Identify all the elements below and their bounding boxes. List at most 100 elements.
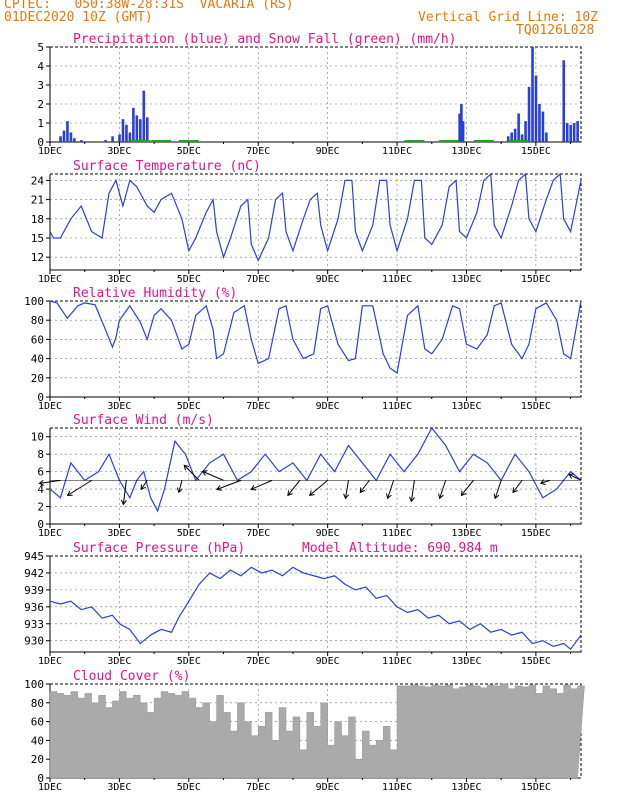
cloud-xtick-label: 1DEC: [38, 782, 62, 793]
cloud-xtick-label: 5DEC: [177, 782, 201, 793]
temp-xtick-label: 9DEC: [316, 274, 340, 285]
wind-vector: [387, 480, 395, 499]
precip-bar: [534, 75, 538, 142]
wind-arrowhead: [183, 464, 190, 471]
cloud-cover-area: [49, 683, 585, 779]
snow-mark: [151, 140, 172, 142]
temp-xtick-label: 1DEC: [38, 274, 62, 285]
snow-mark: [439, 140, 460, 142]
wind-vector: [202, 470, 224, 481]
cloud-ytick-label: 60: [31, 716, 44, 729]
wind-vector: [344, 480, 349, 499]
cloud-ytick-label: 40: [31, 734, 44, 747]
wind-frame: [49, 427, 582, 525]
rh-frame: [49, 300, 582, 398]
rh-xtick-label: 3DEC: [107, 401, 131, 412]
rh-xtick-label: 9DEC: [316, 401, 340, 412]
precip-xtick-label: 11DEC: [382, 146, 412, 157]
temp-ytick-label: 12: [31, 251, 44, 264]
wind-arrowhead: [201, 470, 208, 476]
pressure-xtick-label: 5DEC: [177, 656, 201, 667]
rh-xtick-label: 5DEC: [177, 401, 201, 412]
precip-ytick-label: 3: [37, 79, 44, 92]
precip-bar: [121, 119, 125, 142]
temp-xtick-label: 7DEC: [246, 274, 270, 285]
precip-bar: [531, 47, 534, 142]
wind-arrowhead: [140, 484, 146, 491]
rh-ytick-label: 60: [31, 333, 44, 346]
wind-vector: [178, 480, 183, 493]
precip-bar: [104, 140, 107, 142]
precip-bar: [73, 138, 76, 142]
pressure-xtick-label: 11DEC: [382, 656, 412, 667]
grid-note: Vertical Grid Line: 10Z: [418, 10, 599, 25]
wind-title: Surface Wind (m/s): [73, 413, 214, 428]
wind-xtick-label: 11DEC: [382, 528, 412, 539]
precip-xtick-label: 5DEC: [177, 146, 201, 157]
cloud-ytick-label: 0: [37, 772, 44, 785]
wind-ytick-label: 6: [37, 466, 44, 479]
snow-mark: [508, 140, 529, 142]
temp-panel: [46, 172, 582, 274]
precip-bar: [517, 113, 520, 142]
pressure-panel: [46, 555, 582, 656]
precip-ytick-label: 5: [37, 41, 44, 54]
precip-bar: [142, 90, 146, 142]
wind-ytick-label: 2: [37, 501, 44, 514]
cloud-ytick-label: 20: [31, 753, 44, 766]
temp-xtick-label: 15DEC: [521, 274, 551, 285]
pressure-ytick-label: 945: [24, 550, 44, 563]
pressure-ytick-label: 930: [24, 635, 44, 648]
wind-arrowhead: [539, 479, 546, 485]
snow-mark: [130, 140, 151, 142]
precip-bar: [80, 140, 83, 142]
rh-ytick-label: 0: [37, 391, 44, 404]
wind-arrowhead: [343, 493, 350, 500]
precip-bar: [66, 121, 69, 142]
temp-xtick-label: 11DEC: [382, 274, 412, 285]
model-code: TQ0126L028: [516, 23, 595, 38]
precip-bar: [62, 130, 66, 142]
wind-vector: [216, 479, 242, 490]
temp-frame: [49, 173, 582, 271]
precip-xtick-label: 1DEC: [38, 146, 62, 157]
cloud-xtick-label: 7DEC: [246, 782, 270, 793]
wind-ytick-label: 0: [37, 518, 44, 531]
pressure-frame: [49, 555, 582, 653]
precip-bar: [59, 136, 62, 142]
temp-ytick-label: 24: [31, 174, 45, 187]
rh-xtick-label: 1DEC: [38, 401, 62, 412]
wind-arrowhead: [120, 499, 127, 506]
wind-vector: [67, 479, 92, 496]
precip-bar: [145, 117, 149, 142]
wind-xtick-label: 5DEC: [177, 528, 201, 539]
wind-arrowhead: [409, 496, 415, 503]
precip-bar: [572, 123, 576, 142]
wind-arrowhead: [215, 485, 222, 491]
precip-bar: [510, 132, 513, 142]
wind-xtick-label: 7DEC: [246, 528, 270, 539]
cloud-panel: [46, 683, 585, 782]
temp-ytick-label: 15: [31, 232, 44, 245]
precip-bar: [460, 104, 463, 142]
snow-mark: [473, 140, 494, 142]
temp-line: [49, 172, 582, 262]
temp-ytick-label: 18: [31, 213, 44, 226]
pressure-title: Surface Pressure (hPa): [73, 541, 245, 556]
wind-arrowhead: [438, 493, 444, 500]
precip-bar: [458, 113, 461, 142]
precip-bar: [538, 104, 541, 142]
station-header: CPTEC: 050:38W-28:31S VACARIA (RS): [4, 0, 294, 12]
precip-xtick-label: 13DEC: [451, 146, 481, 157]
rh-line: [49, 300, 582, 375]
wind-vector: [250, 479, 273, 490]
precip-bar: [118, 134, 121, 142]
rh-ytick-label: 80: [31, 314, 44, 327]
precip-bar: [69, 132, 73, 142]
rh-xtick-label: 13DEC: [451, 401, 481, 412]
temp-xtick-label: 5DEC: [177, 274, 201, 285]
rh-xtick-label: 11DEC: [382, 401, 412, 412]
pressure-ytick-label: 933: [24, 618, 44, 631]
precip-xtick-label: 7DEC: [246, 146, 270, 157]
